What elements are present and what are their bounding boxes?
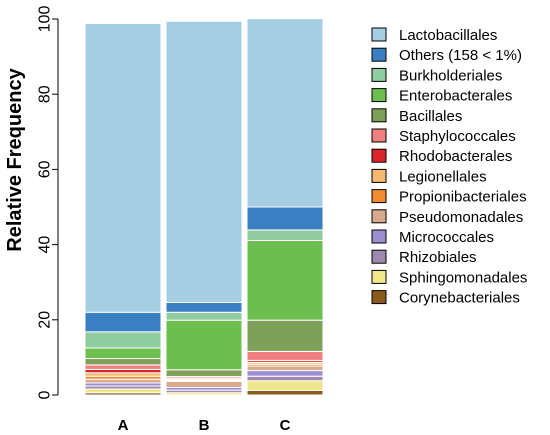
y-tick-label: 60 [37,160,54,178]
legend-swatch [371,88,387,103]
legend-label: Sphingomonadales [399,269,527,286]
bar-segment [246,206,324,231]
legend-label: Legionellales [399,168,487,185]
legend-label: Propionibacteriales [399,189,527,206]
bar-segment [84,358,162,366]
legend-swatch [371,290,387,305]
y-axis-label: Relative Frequency [4,67,26,251]
bar-stack-B [165,20,243,396]
y-axis: 0 20 40 60 80 100 [37,6,59,399]
legend-item: Rhodobacterales [371,148,512,165]
bar-segment [84,372,162,377]
y-tick-label: 0 [37,390,54,399]
legend-item: Staphylococcales [371,128,516,145]
bar-segment [165,319,243,371]
bar-segment [246,350,324,361]
bar-segment [84,311,162,333]
legend-swatch [371,108,387,123]
legend-item: Burkholderiales [371,67,502,84]
legend-label: Pseudomonadales [399,209,523,226]
y-tick-label: 20 [37,311,54,329]
x-tick-label: A [118,417,129,434]
bar-segment [246,319,324,352]
bar-segment [165,302,243,313]
legend-label: Lactobacillales [399,27,497,44]
legend-item: Pseudomonadales [371,209,523,226]
legend-item: Enterobacterales [371,88,512,105]
legend-swatch [371,168,387,183]
legend-swatch [371,269,387,284]
bar-segment [246,380,324,391]
legend-swatch [371,128,387,143]
legend-label: Burkholderiales [399,67,502,84]
legend-item: Legionellales [371,168,487,185]
legend-item: Bacillales [371,108,462,125]
bar-segment [165,20,243,304]
bar-segment [84,331,162,349]
bar-segment [246,229,324,241]
bar-segment [246,370,324,377]
bar-segment [246,389,324,396]
legend-item: Lactobacillales [371,27,497,44]
bar-segment [246,375,324,382]
legend-swatch [371,209,387,224]
bar-segment [84,368,162,374]
bar-stack-A [84,23,162,396]
bar-segment [84,23,162,313]
legend-swatch [371,27,387,42]
legend-swatch [371,189,387,204]
legend-swatch [371,249,387,264]
legend-swatch [371,47,387,62]
bar-segment [165,380,243,388]
legend: Lactobacillales Others (158 < 1%) Burkhold… [371,27,527,307]
legend-item: Corynebacteriales [371,290,520,307]
bar-segment [84,347,162,360]
bar-segment [165,311,243,321]
legend-swatch [371,148,387,163]
legend-label: Rhodobacterales [399,148,512,165]
legend-label: Corynebacteriales [399,290,520,307]
legend-item: Propionibacteriales [371,189,527,206]
bar-segment [246,18,324,208]
bar-segment [246,239,324,321]
category-labels: A B C [118,417,291,434]
x-tick-label: C [280,417,291,434]
bar-segment [84,388,162,394]
legend-swatch [371,229,387,244]
legend-label: Rhizobiales [399,249,477,266]
x-tick-label: B [199,417,210,434]
bar-segment [165,369,243,378]
bar-segment [84,364,162,370]
legend-label: Micrococcales [399,229,494,246]
bar-segment [246,365,324,372]
legend-item: Sphingomonadales [371,269,527,286]
legend-item: Rhizobiales [371,249,477,266]
y-tick-label: 40 [37,236,54,254]
y-tick-label: 80 [37,85,54,103]
legend-label: Staphylococcales [399,128,516,145]
legend-item: Micrococcales [371,229,494,246]
legend-label: Enterobacterales [399,88,512,105]
bar-segment [84,378,162,384]
bar-stack-C [246,18,324,396]
y-tick-label: 100 [37,6,54,33]
bars [84,18,324,396]
legend-item: Others (158 < 1%) [371,47,522,64]
legend-label: Others (158 < 1%) [399,47,522,64]
legend-swatch [371,67,387,82]
legend-label: Bacillales [399,108,462,125]
